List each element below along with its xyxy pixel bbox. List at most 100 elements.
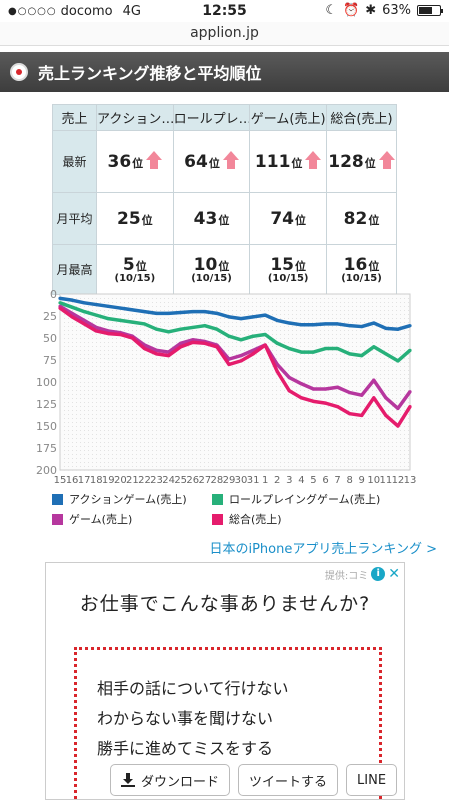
grid-dot <box>344 334 345 335</box>
grid-dot <box>388 298 389 299</box>
grid-dot <box>296 470 297 471</box>
grid-dot <box>104 414 105 415</box>
grid-dot <box>120 414 121 415</box>
grid-dot <box>348 394 349 395</box>
grid-dot <box>224 318 225 319</box>
grid-dot <box>292 358 293 359</box>
grid-dot <box>140 382 141 383</box>
grid-dot <box>84 362 85 363</box>
x-tick-label: 5 <box>310 475 316 486</box>
grid-dot <box>344 446 345 447</box>
grid-dot <box>264 374 265 375</box>
grid-dot <box>176 318 177 319</box>
grid-dot <box>352 350 353 351</box>
grid-dot <box>380 402 381 403</box>
grid-dot <box>368 374 369 375</box>
tweet-button[interactable]: ツイートする <box>238 764 339 796</box>
grid-dot <box>212 442 213 443</box>
grid-dot <box>180 450 181 451</box>
grid-dot <box>356 442 357 443</box>
grid-dot <box>316 406 317 407</box>
grid-dot <box>140 458 141 459</box>
grid-dot <box>156 374 157 375</box>
grid-dot <box>284 450 285 451</box>
grid-dot <box>180 314 181 315</box>
grid-dot <box>248 402 249 403</box>
grid-dot <box>228 350 229 351</box>
grid-dot <box>160 398 161 399</box>
grid-dot <box>172 346 173 347</box>
grid-dot <box>296 338 297 339</box>
grid-dot <box>396 418 397 419</box>
grid-dot <box>316 410 317 411</box>
grid-dot <box>280 434 281 435</box>
grid-dot <box>120 310 121 311</box>
grid-dot <box>176 446 177 447</box>
data-point <box>275 369 279 374</box>
grid-dot <box>360 438 361 439</box>
grid-dot <box>348 358 349 359</box>
grid-dot <box>84 334 85 335</box>
grid-dot <box>64 350 65 351</box>
grid-dot <box>148 382 149 383</box>
grid-dot <box>248 422 249 423</box>
download-button[interactable]: ダウンロード <box>110 764 231 796</box>
grid-dot <box>372 454 373 455</box>
grid-dot <box>276 450 277 451</box>
grid-dot <box>108 342 109 343</box>
close-icon[interactable]: ✕ <box>388 566 400 582</box>
grid-dot <box>84 426 85 427</box>
grid-dot <box>224 410 225 411</box>
grid-dot <box>208 294 209 295</box>
data-point <box>408 405 412 409</box>
grid-dot <box>200 346 201 347</box>
grid-dot <box>340 466 341 467</box>
line-button[interactable]: LINE <box>346 764 398 796</box>
grid-dot <box>232 382 233 383</box>
grid-dot <box>332 330 333 331</box>
grid-dot <box>144 434 145 435</box>
grid-dot <box>236 454 237 455</box>
grid-dot <box>160 294 161 295</box>
grid-dot <box>276 346 277 347</box>
grid-dot <box>236 394 237 395</box>
grid-dot <box>240 366 241 367</box>
grid-dot <box>320 322 321 323</box>
grid-dot <box>268 302 269 303</box>
grid-dot <box>80 386 81 387</box>
sales-ranking-link[interactable]: 日本のiPhoneアプリ売上ランキング > <box>209 542 437 557</box>
grid-dot <box>348 446 349 447</box>
grid-dot <box>64 374 65 375</box>
grid-dot <box>112 426 113 427</box>
grid-dot <box>184 402 185 403</box>
grid-dot <box>368 390 369 391</box>
grid-dot <box>76 446 77 447</box>
grid-dot <box>68 466 69 467</box>
grid-dot <box>168 358 169 359</box>
info-icon[interactable]: i <box>371 567 386 581</box>
grid-dot <box>216 398 217 399</box>
grid-dot <box>148 334 149 335</box>
grid-dot <box>192 366 193 367</box>
url-bar[interactable]: applion.jp <box>0 22 449 46</box>
grid-dot <box>316 298 317 299</box>
data-point <box>239 317 243 321</box>
grid-dot <box>356 342 357 343</box>
grid-dot <box>108 378 109 379</box>
grid-dot <box>248 462 249 463</box>
grid-dot <box>348 418 349 419</box>
grid-dot <box>324 330 325 331</box>
grid-dot <box>140 350 141 351</box>
grid-dot <box>136 314 137 315</box>
grid-dot <box>76 386 77 387</box>
grid-dot <box>148 458 149 459</box>
grid-dot <box>140 338 141 339</box>
grid-dot <box>284 342 285 343</box>
grid-dot <box>396 338 397 339</box>
grid-dot <box>140 434 141 435</box>
grid-dot <box>104 442 105 443</box>
advertisement[interactable]: 提供:コミ i ✕ お仕事でこんな事ありませんか? 相手の話について行けない わ… <box>45 562 405 800</box>
grid-dot <box>136 446 137 447</box>
grid-dot <box>216 294 217 295</box>
grid-dot <box>220 326 221 327</box>
